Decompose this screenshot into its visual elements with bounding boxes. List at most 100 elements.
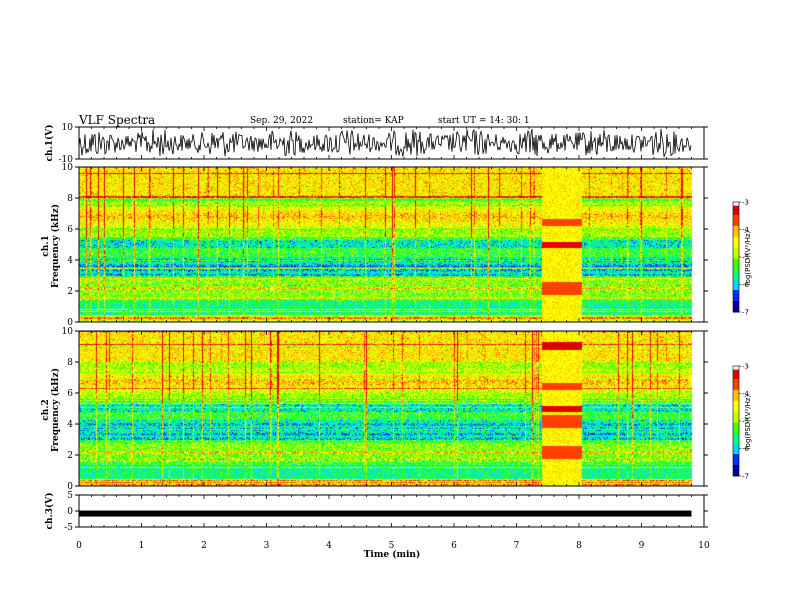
colorbar-segment: [733, 277, 739, 280]
colorbar-segment: [733, 443, 739, 446]
colorbar-segment: [733, 249, 739, 252]
colorbar-segment: [733, 415, 739, 418]
colorbar-segment: [733, 293, 739, 296]
ch1-spec-ytick-label: 6: [67, 225, 73, 235]
colorbar-segment: [733, 395, 739, 398]
colorbar-segment: [733, 227, 739, 230]
colorbar-tick-label: -5: [742, 254, 749, 262]
colorbar-segment: [733, 446, 739, 449]
colorbar-segment: [733, 302, 739, 306]
spectrogram-image-ch2: [79, 331, 704, 486]
colorbar-segment: [733, 474, 739, 477]
colorbar-segment: [733, 422, 739, 426]
ch3-wave-ytick-label: 5: [67, 491, 73, 501]
colorbar-tick-label: -7: [742, 309, 749, 317]
colorbar-segment: [733, 450, 739, 453]
ch1-spec-ytick-label: 8: [67, 194, 73, 204]
colorbar-segment: [733, 266, 739, 269]
ch1-spectrogram-panel: 0 2 4 6 8 10 -3 -4 -5 -6 -7: [62, 163, 750, 328]
colorbar-segment: [733, 258, 739, 262]
ch2-spectrogram-panel: 0 2 4 6 8 10 -3 -4 -5 -6 -7: [62, 327, 750, 492]
x-tick-label: 2: [201, 541, 207, 551]
colorbar-segment: [733, 209, 739, 212]
colorbar-segment: [733, 406, 739, 409]
ch1-waveform-panel: 10 -10: [59, 123, 708, 165]
colorbar-segment: [733, 291, 739, 295]
colorbar-tick-label: -3: [742, 363, 749, 371]
colorbar-segment: [733, 437, 739, 440]
colorbar-segment: [733, 288, 739, 291]
ch1-spec-frame: [78, 166, 705, 323]
colorbar-segment: [733, 459, 739, 462]
colorbar-segment: [733, 461, 739, 464]
colorbar-ch1: -3 -4 -5 -6 -7: [732, 199, 750, 317]
ch1-wave-ylabel: ch.1(V): [44, 125, 55, 162]
colorbar-segment: [733, 260, 739, 263]
colorbar-tick-label: -4: [742, 390, 750, 398]
colorbar-segment: [733, 310, 739, 313]
colorbar-segment: [733, 421, 739, 424]
colorbar-segment: [733, 369, 739, 372]
colorbar-segment: [733, 264, 739, 267]
ch1-spec-ylabel-channel: ch.1: [41, 235, 51, 256]
colorbar-segment: [733, 253, 739, 256]
colorbar-segment: [733, 257, 739, 260]
colorbar-segment: [733, 428, 739, 431]
ch1-spec-ytick-label: 4: [67, 256, 73, 266]
colorbar-segment: [733, 255, 739, 258]
colorbar-segment: [733, 240, 739, 243]
colorbar-segment: [733, 242, 739, 245]
colorbar-segment: [733, 384, 739, 387]
colorbar-segment: [733, 472, 739, 475]
colorbar-segment: [733, 426, 739, 429]
colorbar-tick-label: -6: [742, 445, 750, 453]
colorbar-segment: [733, 213, 739, 216]
colorbar-segment: [733, 433, 739, 437]
ch2-spec-ytick-label: 10: [62, 327, 74, 337]
colorbar-segment: [733, 455, 739, 459]
ch2-spec-frame: [78, 330, 705, 487]
x-tick-label: 9: [639, 541, 645, 551]
colorbar-segment: [733, 301, 739, 304]
colorbar-segment: [733, 297, 739, 300]
colorbar-tick-label: -7: [742, 473, 749, 481]
x-tick-label: 10: [698, 541, 710, 551]
colorbar-segment: [733, 439, 739, 442]
ch2-spec-ytick-label: 8: [67, 358, 73, 368]
colorbar-segment: [733, 397, 739, 400]
colorbar1-label: log(PSD)(V²/Hz): [744, 230, 752, 285]
colorbar-segment: [733, 419, 739, 422]
colorbar-segment: [733, 262, 739, 265]
colorbar-segment: [733, 470, 739, 473]
ch2-spec-ylabel-channel: ch.2: [41, 399, 51, 420]
ch3-waveform-trace: [79, 510, 692, 517]
colorbar-tick-label: -6: [742, 281, 750, 289]
colorbar-tick-label: -4: [742, 226, 750, 234]
colorbar-segment: [733, 378, 739, 382]
colorbar-tick-label: -5: [742, 418, 749, 426]
colorbar-segment: [733, 388, 739, 391]
colorbar-segment: [733, 235, 739, 238]
header-station: station= KAP: [343, 116, 404, 126]
colorbar-segment: [733, 271, 739, 274]
colorbar-segment: [733, 452, 739, 455]
colorbar-segment: [733, 375, 739, 378]
colorbar-segment: [733, 367, 739, 371]
colorbar-segment: [733, 457, 739, 460]
colorbar-segment: [733, 268, 739, 271]
colorbar-segment: [733, 411, 739, 415]
colorbar-segment: [733, 216, 739, 219]
colorbar-segment: [733, 299, 739, 302]
colorbar-segment: [733, 279, 739, 282]
colorbar-segment: [733, 366, 739, 369]
ch1-spec-ylabel-freq: Frequency (kHz): [50, 204, 61, 288]
colorbar-segment: [733, 400, 739, 404]
ch3-wave-ytick-label: 0: [67, 507, 73, 517]
x-tick-label: 5: [389, 541, 395, 551]
spectrogram-image-ch1: [79, 167, 704, 322]
ch2-spec-ytick-label: 6: [67, 389, 73, 399]
colorbar-segment: [733, 275, 739, 278]
colorbar-segment: [733, 373, 739, 376]
ch2-spec-ytick-label: 0: [67, 482, 73, 492]
colorbar-segment: [733, 286, 739, 289]
